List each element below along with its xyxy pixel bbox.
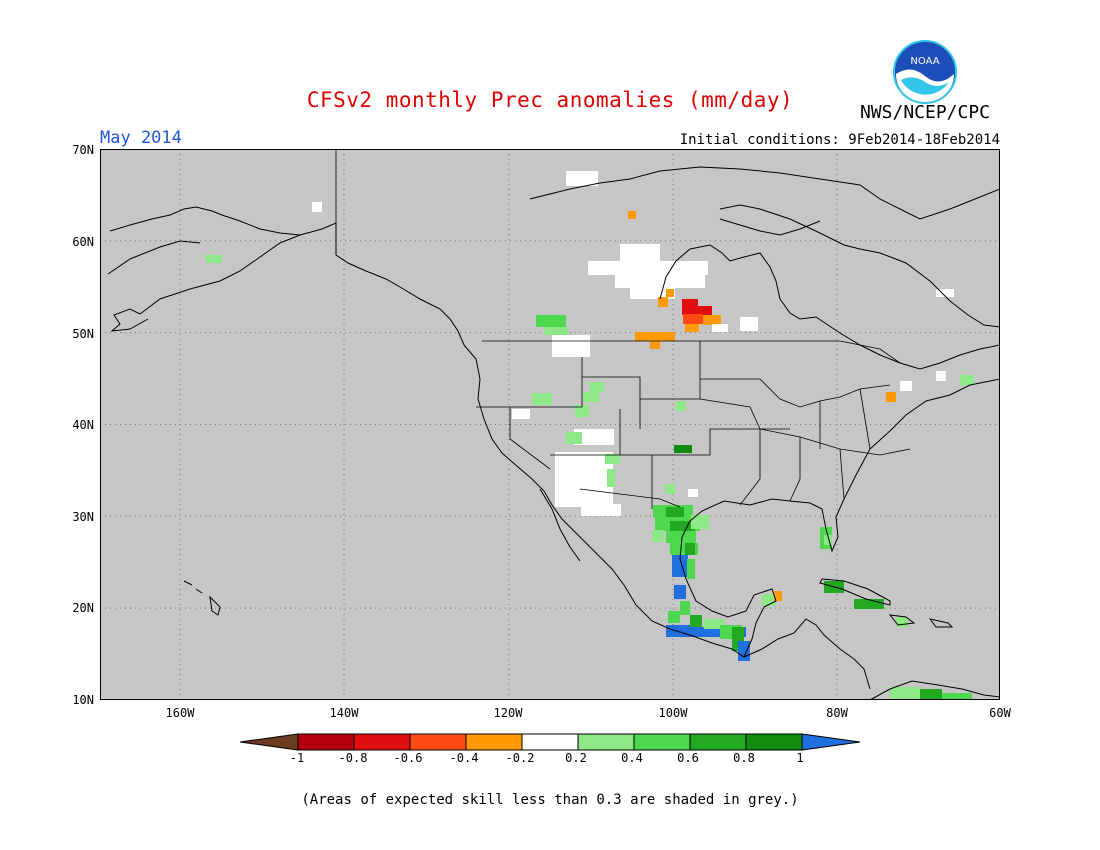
forecast-month: May 2014 bbox=[100, 128, 182, 148]
colorbar-arrow-low bbox=[240, 733, 299, 751]
colorbar-box bbox=[521, 733, 579, 751]
political-borders bbox=[335, 149, 911, 509]
lat-label-20n: 20N bbox=[72, 601, 94, 615]
colorbar-boxes bbox=[240, 733, 861, 751]
colorbar-box bbox=[745, 733, 803, 751]
colorbar bbox=[240, 733, 861, 751]
colorbar-box bbox=[577, 733, 635, 751]
lon-label-60w: 60W bbox=[989, 706, 1011, 720]
colorbar-label-minus0.2: -0.2 bbox=[505, 751, 535, 765]
coastlines bbox=[107, 166, 1000, 700]
colorbar-label-1: 1 bbox=[796, 751, 804, 765]
org-label: NWS/NCEP/CPC bbox=[859, 102, 991, 123]
colorbar-label-minus0.8: -0.8 bbox=[338, 751, 368, 765]
lat-label-70n: 70N bbox=[72, 143, 94, 157]
colorbar-label-0.2: 0.2 bbox=[565, 751, 587, 765]
anomaly-cells bbox=[206, 171, 974, 700]
colorbar-box bbox=[465, 733, 523, 751]
lon-label-100w: 100W bbox=[658, 706, 688, 720]
colorbar-label-minus0.4: -0.4 bbox=[449, 751, 479, 765]
colorbar-arrow-high bbox=[801, 733, 861, 751]
colorbar-box bbox=[633, 733, 691, 751]
initial-conditions: Initial conditions: 9Feb2014-18Feb2014 bbox=[679, 132, 1000, 148]
colorbar-label-minus0.6: -0.6 bbox=[393, 751, 423, 765]
noaa-logo: NOAA bbox=[893, 40, 957, 104]
colorbar-label-minus1: -1 bbox=[289, 751, 305, 765]
colorbar-label-0.4: 0.4 bbox=[621, 751, 643, 765]
lon-label-120w: 120W bbox=[493, 706, 523, 720]
lat-label-10n: 10N bbox=[72, 693, 94, 707]
colorbar-box bbox=[409, 733, 467, 751]
logo-text: NOAA bbox=[910, 56, 939, 67]
colorbar-label-0.8: 0.8 bbox=[733, 751, 755, 765]
lat-label-30n: 30N bbox=[72, 510, 94, 524]
colorbar-box bbox=[689, 733, 747, 751]
map-gridlines bbox=[100, 149, 1000, 700]
lat-label-60n: 60N bbox=[72, 235, 94, 249]
footnote: (Areas of expected skill less than 0.3 a… bbox=[301, 792, 799, 808]
colorbar-box bbox=[353, 733, 411, 751]
lon-label-80w: 80W bbox=[826, 706, 848, 720]
colorbar-label-0.6: 0.6 bbox=[677, 751, 699, 765]
anomaly-map bbox=[100, 149, 1000, 700]
lon-label-140w: 140W bbox=[329, 706, 359, 720]
lat-label-50n: 50N bbox=[72, 327, 94, 341]
lat-label-40n: 40N bbox=[72, 418, 94, 432]
chart-title: CFSv2 monthly Prec anomalies (mm/day) bbox=[306, 88, 794, 112]
lon-label-160w: 160W bbox=[165, 706, 195, 720]
colorbar-box bbox=[297, 733, 355, 751]
